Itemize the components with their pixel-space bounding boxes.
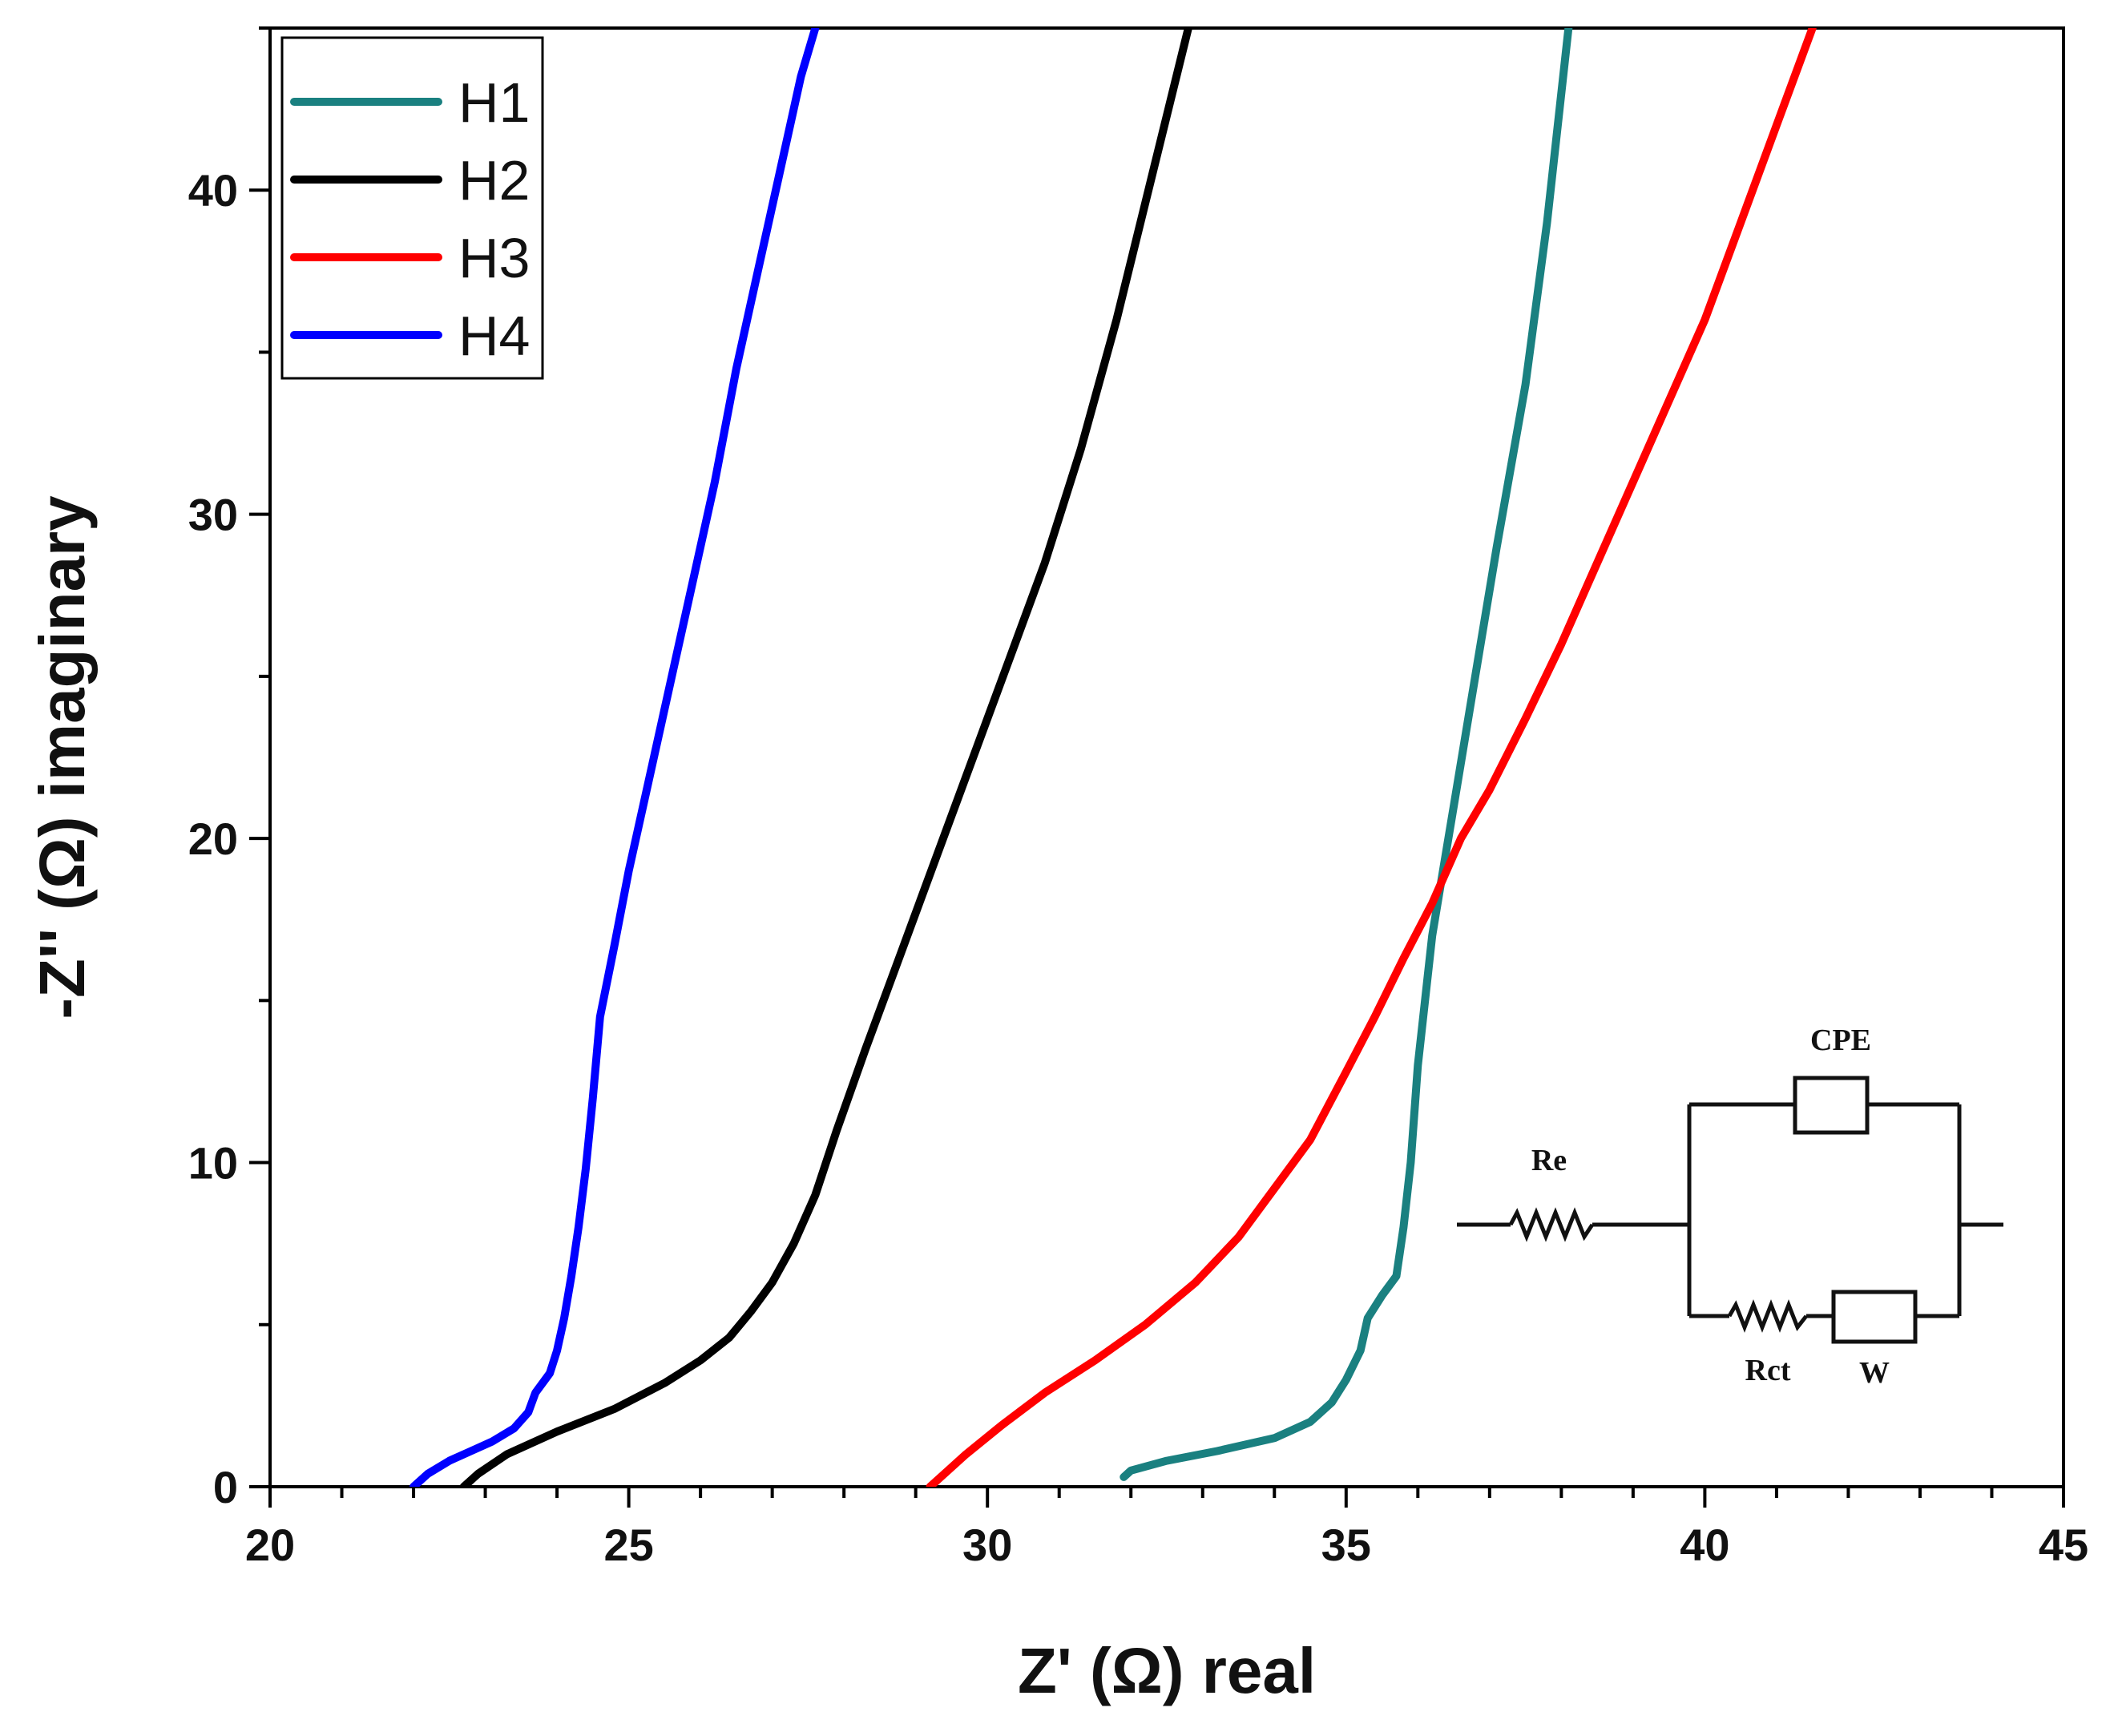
cpe-element — [1793, 1076, 1870, 1135]
x-tick-label: 30 — [962, 1520, 1012, 1570]
legend-label-h3: H3 — [458, 227, 530, 289]
warburg-element — [1831, 1290, 1918, 1344]
x-tick-label: 25 — [603, 1520, 653, 1570]
y-tick-label: 0 — [213, 1462, 238, 1512]
equivalent-circuit-inset — [1457, 1076, 2003, 1344]
x-axis-ticks: 20 25 30 35 40 45 — [245, 1487, 2088, 1570]
y-tick-label: 30 — [188, 490, 238, 540]
circuit-label-cpe: CPE — [1810, 1023, 1871, 1057]
series-line-h2 — [459, 28, 1192, 1487]
plot-area: 20 25 30 35 40 45 0 10 20 30 40 — [188, 26, 2088, 1570]
plot-frame — [268, 26, 2065, 1488]
circuit-label-w: W — [1859, 1356, 1890, 1390]
y-tick-label: 10 — [188, 1138, 238, 1189]
series-line-h4 — [409, 28, 820, 1487]
x-tick-label: 45 — [2039, 1520, 2088, 1570]
y-axis-ticks: 0 10 20 30 40 — [188, 26, 270, 1512]
series-lines — [409, 28, 1817, 1487]
x-tick-label: 40 — [1680, 1520, 1729, 1570]
circuit-label-rct: Rct — [1745, 1354, 1791, 1387]
x-tick-label: 20 — [245, 1520, 295, 1570]
circuit-label-re: Re — [1531, 1144, 1567, 1177]
y-axis-title: -Z'' (Ω) imaginary — [26, 495, 98, 1019]
legend-box — [280, 36, 544, 380]
legend-items: H1 H2 H3 H4 — [290, 71, 530, 367]
y-tick-label: 40 — [188, 165, 238, 216]
legend-label-h2: H2 — [458, 149, 530, 212]
x-axis-title: Z' (Ω) real — [1018, 1635, 1316, 1706]
series-line-h3 — [926, 28, 1817, 1487]
legend-label-h4: H4 — [458, 305, 530, 367]
legend: H1 H2 H3 H4 — [280, 36, 544, 380]
rct-resistor — [1727, 1299, 1808, 1333]
series-line-h1 — [1120, 28, 1573, 1481]
x-tick-label: 35 — [1321, 1520, 1371, 1570]
re-resistor — [1508, 1207, 1595, 1242]
legend-label-h1: H1 — [458, 71, 530, 134]
y-tick-label: 20 — [188, 813, 238, 864]
